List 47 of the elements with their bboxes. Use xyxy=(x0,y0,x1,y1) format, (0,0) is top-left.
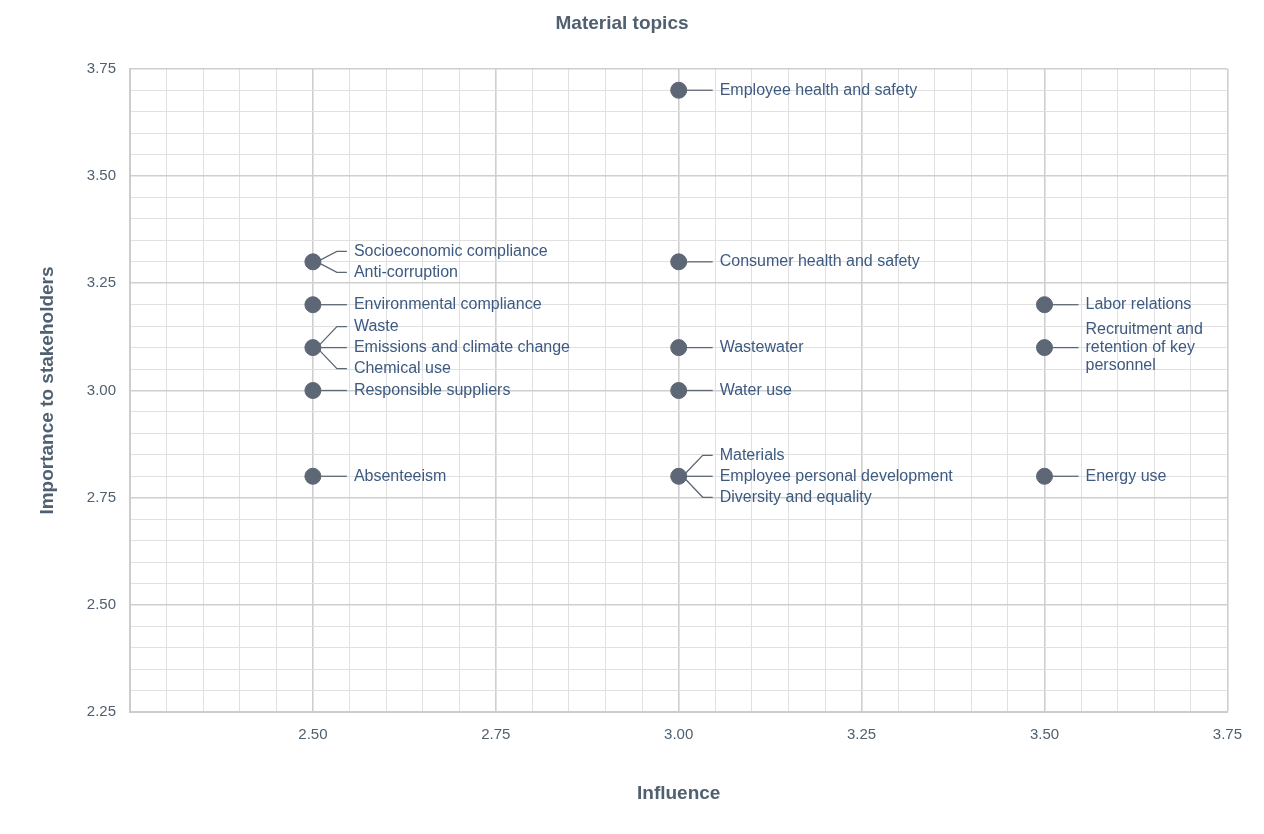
point xyxy=(670,382,688,399)
point xyxy=(670,253,688,271)
annotation: Employee health and safety xyxy=(719,80,918,98)
x-tick-label: 2.75 xyxy=(481,725,511,743)
annotation: Diversity and equality xyxy=(719,487,872,505)
annotation: Labor relations xyxy=(1085,295,1192,313)
annotation: Energy use xyxy=(1085,466,1167,484)
annotation: Recruitment and retention of key personnel xyxy=(1085,320,1203,374)
y-tick-label: 2.50 xyxy=(86,595,116,613)
point xyxy=(304,253,322,271)
point xyxy=(304,296,322,314)
annotation: Consumer health and safety xyxy=(719,252,920,270)
annotation: Emissions and climate change xyxy=(353,338,571,356)
y-tick-label: 3.50 xyxy=(86,166,116,184)
x-tick-label: 2.50 xyxy=(298,725,328,743)
annotation: Water use xyxy=(719,380,793,398)
point xyxy=(304,339,322,357)
chart-title: Material topics xyxy=(555,11,689,33)
point xyxy=(1036,467,1053,485)
y-tick-label: 3.75 xyxy=(86,58,116,76)
point xyxy=(1036,339,1053,357)
x-axis-title: Influence xyxy=(637,781,721,803)
y-axis-title: Importance to stakeholders xyxy=(35,266,57,515)
annotation: Environmental compliance xyxy=(353,295,542,313)
annotation: Chemical use xyxy=(353,359,451,377)
y-tick-label: 3.00 xyxy=(86,380,116,398)
annotation: Waste xyxy=(353,317,399,335)
x-tick-label: 3.00 xyxy=(664,725,694,743)
y-tick-label: 2.25 xyxy=(86,702,116,720)
annotation: Anti-corruption xyxy=(353,262,458,280)
point xyxy=(670,467,688,485)
annotation: Employee personal development xyxy=(719,466,954,484)
x-tick-label: 3.25 xyxy=(847,725,877,743)
x-tick-label: 3.75 xyxy=(1212,725,1242,743)
annotation: Socioeconomic compliance xyxy=(353,241,548,259)
point xyxy=(670,81,688,99)
y-tick-label: 3.25 xyxy=(86,273,116,291)
annotation: Wastewater xyxy=(719,338,805,356)
annotation: Absenteeism xyxy=(353,466,447,484)
annotation: Responsible suppliers xyxy=(353,380,511,398)
x-tick-label: 3.50 xyxy=(1029,725,1060,743)
annotation: Materials xyxy=(719,445,785,463)
point xyxy=(304,382,322,399)
point xyxy=(670,339,688,357)
point xyxy=(1036,296,1053,314)
y-tick-label: 2.75 xyxy=(86,487,116,505)
point xyxy=(304,467,322,485)
